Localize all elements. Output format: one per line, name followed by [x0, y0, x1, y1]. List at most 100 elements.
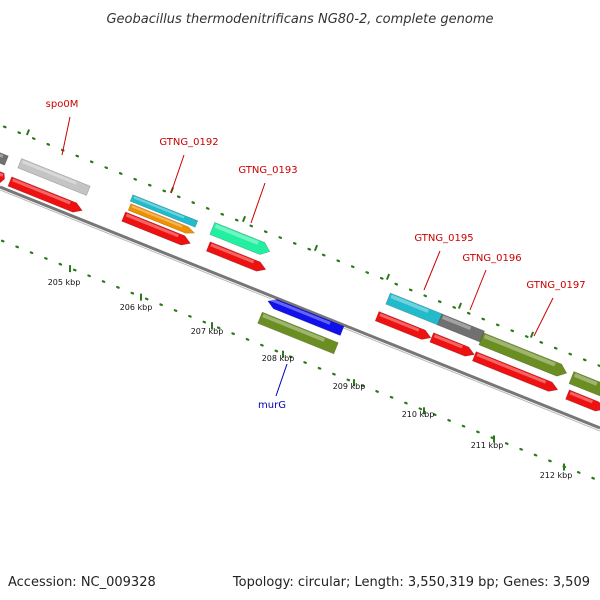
label-connector-line: [533, 297, 554, 337]
outer-ring-dot: [234, 218, 239, 222]
outer-ring-dot: [423, 294, 428, 298]
inner-ring-dot: [519, 447, 523, 451]
inner-ring-dot: [404, 401, 408, 405]
gene-arrow-highlight: [379, 313, 420, 332]
inner-ring-dot: [245, 338, 250, 341]
gene-arrow-highlight: [569, 391, 594, 404]
gene-arrow[interactable]: [209, 222, 272, 257]
inner-ring-dot: [58, 262, 63, 266]
gene-arrow-highlight: [131, 205, 183, 228]
gene-arrow-highlight: [573, 373, 598, 386]
label-connector-line: [170, 154, 185, 194]
gene-arrow-body: [267, 299, 345, 336]
outer-ring-tick: [529, 331, 535, 338]
gene-label-gtng-0195[interactable]: GTNG_0195: [414, 233, 473, 244]
gene-arrow[interactable]: [0, 150, 9, 166]
gene-arrow-highlight: [21, 160, 77, 185]
gene-arrow[interactable]: [429, 332, 476, 359]
inner-ring-dot: [317, 366, 322, 370]
gene-arrow-highlight: [12, 178, 71, 205]
outer-ring-dot: [394, 282, 399, 286]
inner-ring-dot: [432, 413, 437, 417]
outer-ring-tick: [385, 273, 391, 281]
inner-ring-dot: [490, 436, 495, 440]
gene-arrow[interactable]: [121, 211, 193, 248]
outer-ring-dot: [176, 195, 181, 199]
scale-labels: 205 kbp 206 kbp 207 kbp 208 kbp 209 kbp …: [48, 278, 573, 480]
inner-ring-dot: [159, 303, 163, 307]
gene-arrow[interactable]: [129, 194, 199, 228]
gene-label-gtng-0196[interactable]: GTNG_0196: [462, 253, 521, 264]
inner-ring-dot: [533, 453, 538, 457]
gene-arrow[interactable]: [374, 311, 433, 343]
gene-arrow-body: [568, 371, 600, 399]
gene-arrow-highlight: [433, 334, 463, 349]
outer-ring-dot: [336, 259, 341, 263]
gene-arrow-body: [7, 176, 83, 213]
inner-ring-dot: [461, 424, 466, 428]
outer-ring-dot: [89, 160, 94, 164]
outer-ring-dot: [104, 166, 109, 170]
gene-label-spo0M[interactable]: spo0M: [46, 99, 79, 110]
outer-ring-dot: [118, 172, 123, 175]
inner-ring-dot: [418, 407, 423, 411]
outer-ring-dot: [321, 253, 326, 257]
inner-ring-dot: [202, 320, 207, 324]
label-connectors: [61, 116, 554, 397]
gene-arrow[interactable]: [266, 296, 345, 336]
gene-arrow-body: [127, 203, 196, 234]
inner-ring-dot: [144, 297, 149, 301]
label-connector-line: [250, 182, 266, 224]
gene-arrow[interactable]: [478, 332, 569, 379]
gene-arrow-body: [429, 332, 475, 357]
gene-arrow[interactable]: [7, 176, 84, 215]
outer-ring-tick: [241, 215, 247, 223]
gene-labels: spo0M GTNG_0192 GTNG_0193 GTNG_0195 GTNG…: [46, 99, 586, 411]
outer-ring-dot: [205, 207, 210, 210]
outer-ring-dot: [350, 265, 355, 269]
outer-ring-dot: [379, 276, 384, 280]
gene-arrow[interactable]: [568, 371, 600, 399]
gene-arrow-highlight: [442, 315, 472, 331]
gene-label-murG[interactable]: murG: [258, 400, 286, 411]
outer-ring-dot: [481, 317, 486, 321]
topology-text: Topology: circular; Length: 3,550,319 bp…: [232, 575, 590, 590]
outer-ring-dot: [17, 131, 22, 135]
gene-label-gtng-0193[interactable]: GTNG_0193: [238, 165, 297, 176]
map-title: Geobacillus thermodenitrificans NG80-2, …: [106, 12, 493, 27]
outer-ring-dot: [220, 212, 225, 216]
inner-ring-dot: [504, 442, 509, 445]
outer-ring-dot: [495, 323, 500, 327]
gene-arrow-highlight: [125, 213, 179, 238]
outer-ring-dot: [162, 189, 167, 193]
gene-label-gtng-0192[interactable]: GTNG_0192: [159, 137, 218, 148]
outer-ring-tick: [25, 129, 31, 136]
outer-ring-dot: [437, 300, 442, 304]
gene-arrow[interactable]: [0, 170, 7, 183]
inner-ring-dot: [346, 378, 351, 382]
gene-arrow-highlight: [0, 152, 4, 158]
label-connector-line: [423, 250, 441, 291]
inner-ring-dot: [87, 274, 91, 278]
outer-ring-dot: [75, 154, 80, 158]
outer-ring-dot: [539, 341, 544, 344]
gene-arrow[interactable]: [127, 203, 196, 237]
inner-ring-dot: [303, 361, 307, 364]
gene-arrow-body: [205, 241, 267, 272]
gene-arrow[interactable]: [17, 158, 91, 196]
outer-ring-dot: [510, 329, 515, 333]
scale-label-209: 209 kbp: [333, 382, 366, 391]
gene-arrow[interactable]: [257, 311, 339, 355]
inner-ring-dot: [447, 419, 451, 422]
gene-arrow[interactable]: [471, 351, 559, 395]
gene-arrow[interactable]: [205, 241, 267, 274]
gene-track: [0, 150, 600, 412]
outer-ring-tick: [313, 244, 319, 252]
label-connector-line: [275, 363, 288, 397]
gene-arrow-highlight: [210, 243, 255, 264]
gene-label-gtng-0197[interactable]: GTNG_0197: [526, 280, 585, 291]
scale-label-212: 212 kbp: [540, 471, 573, 480]
outer-ring-dot: [2, 125, 7, 129]
inner-ring-dot: [0, 239, 5, 243]
scale-label-210: 210 kbp: [402, 410, 435, 419]
